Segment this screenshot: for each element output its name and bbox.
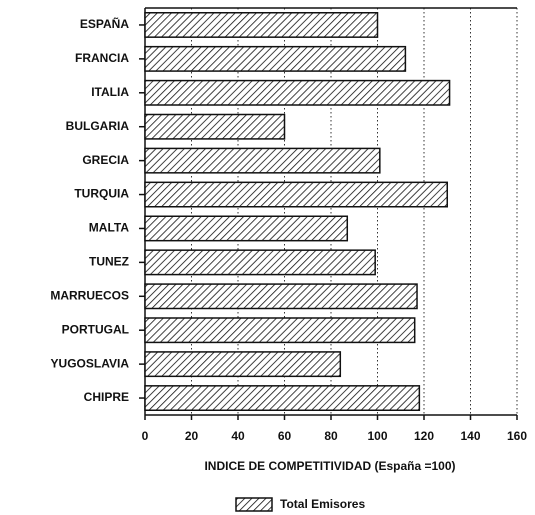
bar [144, 283, 418, 310]
x-axis-label: INDICE DE COMPETITIVIDAD (España =100) [204, 459, 455, 473]
x-tick-label: 100 [367, 429, 387, 443]
y-tick-label: PORTUGAL [62, 322, 129, 336]
y-tick-label: ESPAÑA [80, 16, 129, 31]
bar [144, 113, 286, 140]
legend-label: Total Emisores [280, 497, 365, 511]
x-tick-label: 120 [414, 429, 434, 443]
bar [144, 249, 376, 276]
y-tick-label: CHIPRE [84, 390, 129, 404]
bar [144, 147, 381, 174]
y-tick-label: MARRUECOS [50, 288, 129, 302]
y-tick-label: BULGARIA [66, 119, 130, 133]
y-tick-label: GRECIA [82, 153, 129, 167]
y-tick-label: YUGOSLAVIA [51, 356, 130, 370]
x-tick-label: 20 [185, 429, 199, 443]
x-tick-label: 40 [231, 429, 245, 443]
bar [144, 317, 416, 344]
bar [144, 45, 407, 72]
y-tick-label: FRANCIA [75, 51, 129, 65]
y-tick-label: TURQUIA [74, 187, 129, 201]
y-tick-label: ITALIA [91, 85, 129, 99]
bar [144, 79, 451, 106]
x-tick-label: 60 [278, 429, 292, 443]
y-tick-label: MALTA [89, 221, 130, 235]
y-tick-label: TUNEZ [89, 255, 129, 269]
x-tick-label: 0 [142, 429, 149, 443]
x-tick-label: 160 [507, 429, 527, 443]
bar [144, 215, 349, 242]
bar [144, 181, 448, 208]
bar [144, 11, 379, 38]
bar [144, 351, 342, 378]
legend-swatch [235, 497, 273, 512]
bar [144, 385, 421, 412]
x-tick-label: 140 [460, 429, 480, 443]
x-tick-label: 80 [324, 429, 338, 443]
